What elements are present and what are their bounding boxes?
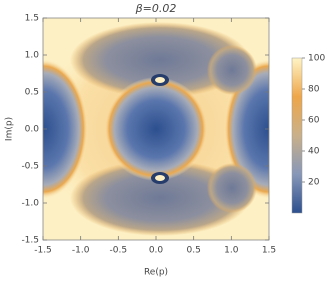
y-tick-label: -0.5 [21, 162, 39, 172]
x-tick-label: -1.0 [72, 246, 90, 256]
y-axis-label: Im(p) [5, 117, 15, 141]
y-tick-label: -1.0 [21, 199, 39, 209]
y-tick-label: -1.5 [21, 236, 39, 246]
y-tick-label: 1.5 [25, 14, 39, 24]
x-tick-label: 1.5 [262, 246, 276, 256]
x-tick-label: 0.5 [187, 246, 201, 256]
x-tick-label: -1.5 [34, 246, 52, 256]
colorbar-tick-label: 40 [308, 147, 320, 157]
x-axis-label: Re(p) [144, 268, 168, 278]
colorbar-tick-label: 100 [308, 54, 325, 64]
x-tick-label: 1.0 [224, 246, 239, 256]
colorbar-tick-label: 80 [308, 85, 320, 95]
heatmap-image [43, 18, 269, 240]
y-tick-label: 1.0 [25, 51, 40, 61]
y-tick-label: 0.0 [25, 125, 40, 135]
x-tick-label: -0.5 [110, 246, 128, 256]
colorbar-tick-label: 60 [308, 116, 320, 126]
colorbar [291, 57, 303, 214]
colorbar-tick-label: 20 [308, 178, 320, 188]
y-tick-label: 0.5 [25, 88, 39, 98]
x-tick-label: 0.0 [149, 246, 164, 256]
chart-title: β=0.02 [135, 2, 177, 15]
